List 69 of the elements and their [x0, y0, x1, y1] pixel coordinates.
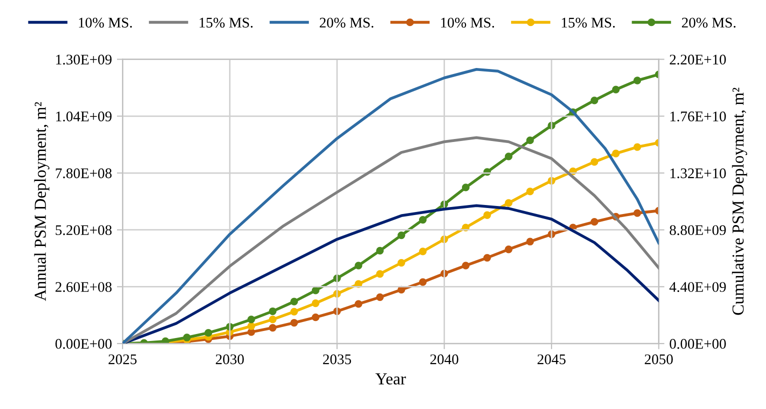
point: [462, 262, 470, 270]
point: [268, 307, 277, 316]
y-tick-label: 2.60E+08: [56, 282, 112, 292]
point: [526, 188, 534, 196]
x-tick-label: 2030: [216, 354, 244, 364]
point: [247, 322, 256, 330]
y2-tick-label: 1.32E+10: [670, 168, 726, 178]
point: [247, 316, 256, 324]
y-tick-label: 1.04E+09: [56, 112, 112, 122]
point: [312, 299, 320, 308]
y2-tick-label: 8.80E+09: [670, 225, 726, 236]
point: [633, 143, 642, 151]
point: [419, 216, 427, 224]
point: [590, 96, 598, 104]
x-tick-label: 2040: [430, 354, 458, 364]
y2-tick-label: 0.00E+00: [670, 338, 726, 349]
point: [526, 238, 534, 246]
point: [590, 158, 598, 166]
x-tick-label: 2050: [644, 354, 673, 364]
point: [312, 314, 320, 322]
point: [462, 184, 470, 192]
point: [290, 298, 298, 306]
point: [290, 308, 298, 316]
point: [247, 328, 256, 336]
point: [483, 211, 491, 219]
point: [504, 199, 512, 207]
point: [633, 76, 642, 84]
point: [398, 258, 406, 267]
y2-tick-label: 2.20E+10: [670, 54, 726, 65]
legend-label: 10% MS.: [78, 18, 132, 28]
point: [504, 152, 512, 160]
point: [612, 86, 620, 94]
y2-tick-label: 4.40E+09: [669, 282, 726, 292]
x-tick-label: 2025: [108, 354, 137, 364]
point: [183, 334, 191, 342]
point: [504, 246, 512, 254]
point: [526, 136, 534, 144]
point: [354, 300, 362, 308]
point: [268, 316, 277, 324]
legend-label: 20% MS.: [682, 18, 736, 28]
point: [354, 262, 362, 270]
y-tick-label: 7.80E+08: [56, 168, 112, 178]
x-axis-title: Year: [375, 373, 406, 384]
x-tick-label: 2035: [323, 354, 352, 364]
point: [612, 150, 620, 158]
y-tick-label: 1.30E+09: [56, 54, 112, 65]
y-axis-title: Annual PSM Deployment, m²: [34, 102, 50, 301]
point: [483, 254, 491, 262]
point: [312, 286, 320, 294]
x-tick-label: 2045: [538, 354, 566, 364]
point: [376, 270, 384, 278]
point: [268, 324, 277, 332]
point: [633, 209, 642, 217]
y-tick-label: 0.00E+00: [55, 338, 112, 349]
point: [204, 329, 212, 337]
y2-axis-title: Cumulative PSM Deployment, m²: [732, 88, 748, 315]
legend-label: 15% MS.: [562, 18, 615, 28]
point: [419, 248, 427, 256]
point: [419, 278, 427, 286]
point: [590, 218, 598, 226]
legend-label: 10% MS.: [441, 18, 494, 28]
legend-label: 15% MS.: [200, 18, 253, 28]
legend-label: 20% MS.: [320, 18, 374, 28]
y2-tick-label: 1.76E+10: [670, 112, 726, 122]
point: [376, 293, 384, 301]
point: [290, 318, 298, 327]
y-tick-label: 5.20E+08: [56, 225, 112, 236]
point: [398, 231, 406, 240]
point: [376, 246, 384, 254]
